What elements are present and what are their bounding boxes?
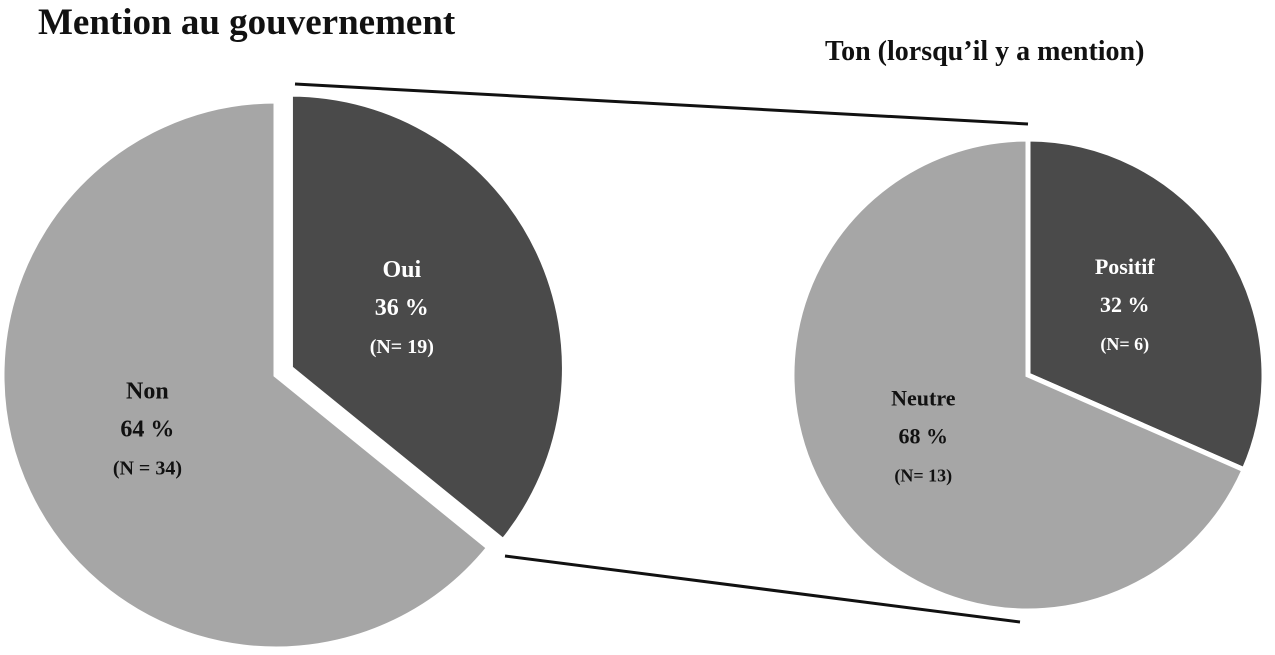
left-slice-oui-name-label: Oui [382, 257, 421, 283]
right-chart-title: Ton (lorsqu’il y a mention) [825, 36, 1144, 67]
left-slice-oui-count-label: (N= 19) [370, 336, 434, 358]
right-slice-neutre-count-label: (N= 13) [894, 465, 952, 486]
left-pie-slice-oui [287, 91, 567, 545]
right-pie-slice-positif [1025, 136, 1267, 474]
connector-line-bottom [504, 554, 1021, 624]
right-slice-neutre-name-label: Neutre [891, 385, 956, 410]
connector-line-top [294, 82, 1029, 126]
left-slice-non-name-label: Non [126, 378, 169, 404]
right-slice-positif-count-label: (N= 6) [1100, 334, 1149, 355]
right-slice-neutre-percent-label: 68 % [899, 423, 949, 448]
left-slice-oui-percent-label: 36 % [375, 295, 429, 321]
left-pie-slice-non [0, 98, 493, 652]
left-chart-title: Mention au gouvernement [38, 2, 456, 43]
right-slice-positif-name-label: Positif [1095, 254, 1156, 279]
right-pie: Positif 32 % (N= 6) Neutre 68 % (N= 13) [789, 136, 1267, 614]
right-pie-slice-neutre [789, 136, 1248, 614]
right-slice-positif-percent-label: 32 % [1100, 292, 1150, 317]
left-slice-non-count-label: (N = 34) [113, 457, 182, 479]
left-pie: Oui 36 % (N= 19) Non 64 % (N = 34) [0, 91, 567, 652]
left-slice-non-percent-label: 64 % [120, 416, 174, 442]
